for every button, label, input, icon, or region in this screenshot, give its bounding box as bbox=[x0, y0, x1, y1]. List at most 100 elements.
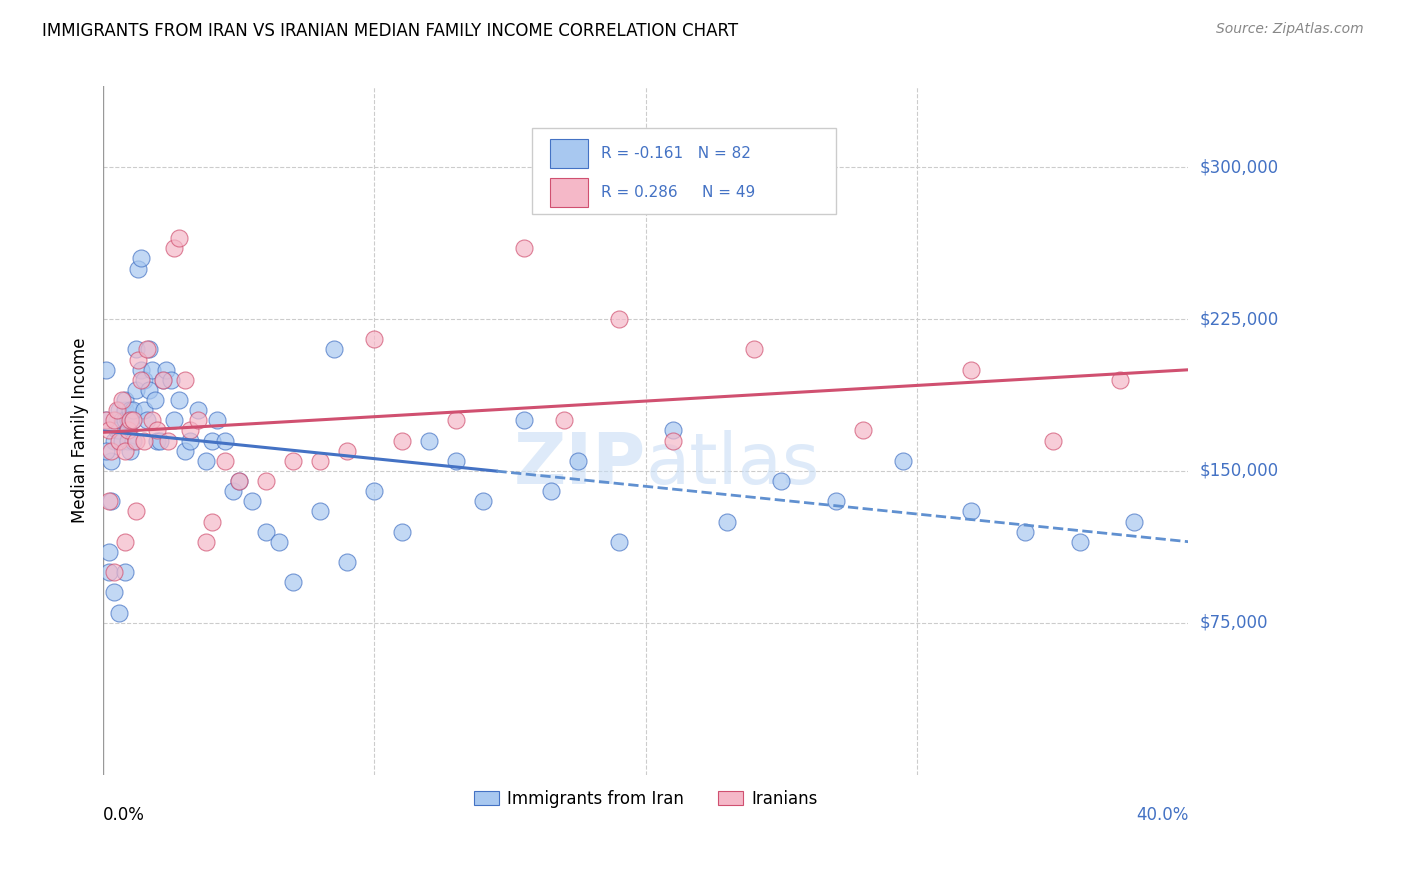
Point bbox=[195, 534, 218, 549]
Point bbox=[567, 454, 589, 468]
Point bbox=[187, 413, 209, 427]
Point bbox=[322, 343, 344, 357]
Point bbox=[149, 434, 172, 448]
Point bbox=[160, 373, 183, 387]
Point bbox=[100, 454, 122, 468]
Point bbox=[108, 424, 131, 438]
Point bbox=[336, 555, 359, 569]
Text: 40.0%: 40.0% bbox=[1136, 805, 1188, 823]
FancyBboxPatch shape bbox=[550, 139, 588, 168]
Point bbox=[152, 373, 174, 387]
Point bbox=[553, 413, 575, 427]
Point bbox=[111, 393, 134, 408]
Point bbox=[391, 434, 413, 448]
Point bbox=[94, 363, 117, 377]
Text: ZIP: ZIP bbox=[513, 430, 645, 500]
Point bbox=[132, 403, 155, 417]
Point bbox=[114, 393, 136, 408]
Point bbox=[173, 443, 195, 458]
FancyBboxPatch shape bbox=[531, 128, 835, 214]
Point bbox=[152, 373, 174, 387]
Point bbox=[157, 434, 180, 448]
Point bbox=[129, 373, 152, 387]
Text: $150,000: $150,000 bbox=[1199, 462, 1278, 480]
Point bbox=[1109, 373, 1132, 387]
Point bbox=[135, 343, 157, 357]
Point bbox=[1069, 534, 1091, 549]
Point bbox=[444, 454, 467, 468]
Point bbox=[1014, 524, 1036, 539]
Point bbox=[309, 454, 332, 468]
Point bbox=[254, 524, 277, 539]
Point bbox=[214, 434, 236, 448]
Point bbox=[117, 424, 139, 438]
Point bbox=[281, 454, 304, 468]
Point bbox=[125, 383, 148, 397]
Point bbox=[309, 504, 332, 518]
Point bbox=[138, 343, 160, 357]
Point bbox=[155, 363, 177, 377]
Point bbox=[105, 403, 128, 417]
Point bbox=[94, 443, 117, 458]
Point bbox=[111, 413, 134, 427]
Point bbox=[129, 252, 152, 266]
Point bbox=[852, 424, 875, 438]
Point bbox=[187, 403, 209, 417]
Point bbox=[444, 413, 467, 427]
Point bbox=[607, 534, 630, 549]
Point bbox=[117, 424, 139, 438]
Point bbox=[122, 413, 145, 427]
Point bbox=[661, 434, 683, 448]
Point bbox=[163, 413, 186, 427]
Point bbox=[1122, 515, 1144, 529]
Point bbox=[228, 474, 250, 488]
Point bbox=[960, 504, 983, 518]
Point bbox=[281, 575, 304, 590]
Point bbox=[167, 393, 190, 408]
Point bbox=[146, 434, 169, 448]
Point bbox=[661, 424, 683, 438]
Point bbox=[97, 565, 120, 579]
Point bbox=[254, 474, 277, 488]
Point bbox=[114, 534, 136, 549]
Point bbox=[117, 413, 139, 427]
Point bbox=[105, 413, 128, 427]
Point bbox=[94, 413, 117, 427]
Point bbox=[135, 413, 157, 427]
Point bbox=[141, 363, 163, 377]
Text: Source: ZipAtlas.com: Source: ZipAtlas.com bbox=[1216, 22, 1364, 37]
Point bbox=[125, 504, 148, 518]
Point bbox=[132, 373, 155, 387]
Point bbox=[391, 524, 413, 539]
Point bbox=[120, 403, 142, 417]
Y-axis label: Median Family Income: Median Family Income bbox=[72, 338, 89, 524]
Point bbox=[127, 352, 149, 367]
Point bbox=[269, 534, 291, 549]
Point bbox=[103, 565, 125, 579]
Point bbox=[960, 363, 983, 377]
Point bbox=[167, 231, 190, 245]
Point bbox=[114, 565, 136, 579]
Point bbox=[179, 424, 201, 438]
Point bbox=[607, 312, 630, 326]
Point bbox=[125, 434, 148, 448]
Point bbox=[138, 383, 160, 397]
Point bbox=[363, 484, 385, 499]
Point bbox=[100, 494, 122, 508]
Point bbox=[716, 515, 738, 529]
Point bbox=[222, 484, 245, 499]
Point bbox=[120, 443, 142, 458]
Point bbox=[120, 413, 142, 427]
Point bbox=[770, 474, 793, 488]
Point bbox=[122, 403, 145, 417]
Point bbox=[97, 424, 120, 438]
Point bbox=[141, 413, 163, 427]
Point bbox=[111, 434, 134, 448]
Point bbox=[97, 545, 120, 559]
Point bbox=[120, 413, 142, 427]
Point bbox=[240, 494, 263, 508]
Point bbox=[129, 363, 152, 377]
Point bbox=[127, 261, 149, 276]
Point bbox=[201, 515, 224, 529]
Text: $225,000: $225,000 bbox=[1199, 310, 1278, 328]
